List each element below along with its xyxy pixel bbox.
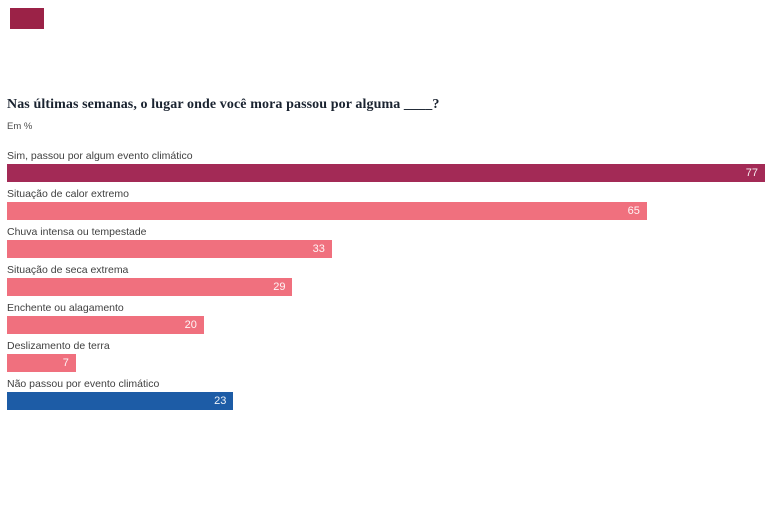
bar-row: Situação de seca extrema 29 xyxy=(7,263,765,296)
bar: 29 xyxy=(7,278,293,296)
bar: 23 xyxy=(7,392,234,410)
brand-logo-block xyxy=(10,8,44,29)
chart-unit-label: Em % xyxy=(7,121,33,132)
bar: 33 xyxy=(7,240,332,258)
bar-label: Chuva intensa ou tempestade xyxy=(7,226,147,238)
bar-label: Não passou por evento climático xyxy=(7,378,160,390)
bar-row: Deslizamento de terra 7 xyxy=(7,339,765,372)
bar-label: Situação de calor extremo xyxy=(7,188,129,200)
bar-row: Não passou por evento climático 23 xyxy=(7,377,765,410)
bar-chart: Sim, passou por algum evento climático 77… xyxy=(7,149,765,415)
bar-value: 7 xyxy=(62,357,69,369)
bar-value: 33 xyxy=(312,243,325,255)
bar-row: Chuva intensa ou tempestade 33 xyxy=(7,225,765,258)
bar-value: 23 xyxy=(214,395,227,407)
bar-value: 65 xyxy=(627,205,640,217)
bar-value: 77 xyxy=(745,167,758,179)
bar: 20 xyxy=(7,316,204,334)
bar-value: 20 xyxy=(184,319,197,331)
bar-label: Situação de seca extrema xyxy=(7,264,129,276)
bar: 7 xyxy=(7,354,76,372)
bar-row: Situação de calor extremo 65 xyxy=(7,187,765,220)
chart-title: Nas últimas semanas, o lugar onde você m… xyxy=(7,97,440,112)
bar-label: Enchente ou alagamento xyxy=(7,302,124,314)
bar-row: Sim, passou por algum evento climático 77 xyxy=(7,149,765,182)
bar: 77 xyxy=(7,164,765,182)
bar: 65 xyxy=(7,202,647,220)
bar-row: Enchente ou alagamento 20 xyxy=(7,301,765,334)
bar-value: 29 xyxy=(273,281,286,293)
bar-label: Deslizamento de terra xyxy=(7,340,110,352)
bar-label: Sim, passou por algum evento climático xyxy=(7,150,193,162)
